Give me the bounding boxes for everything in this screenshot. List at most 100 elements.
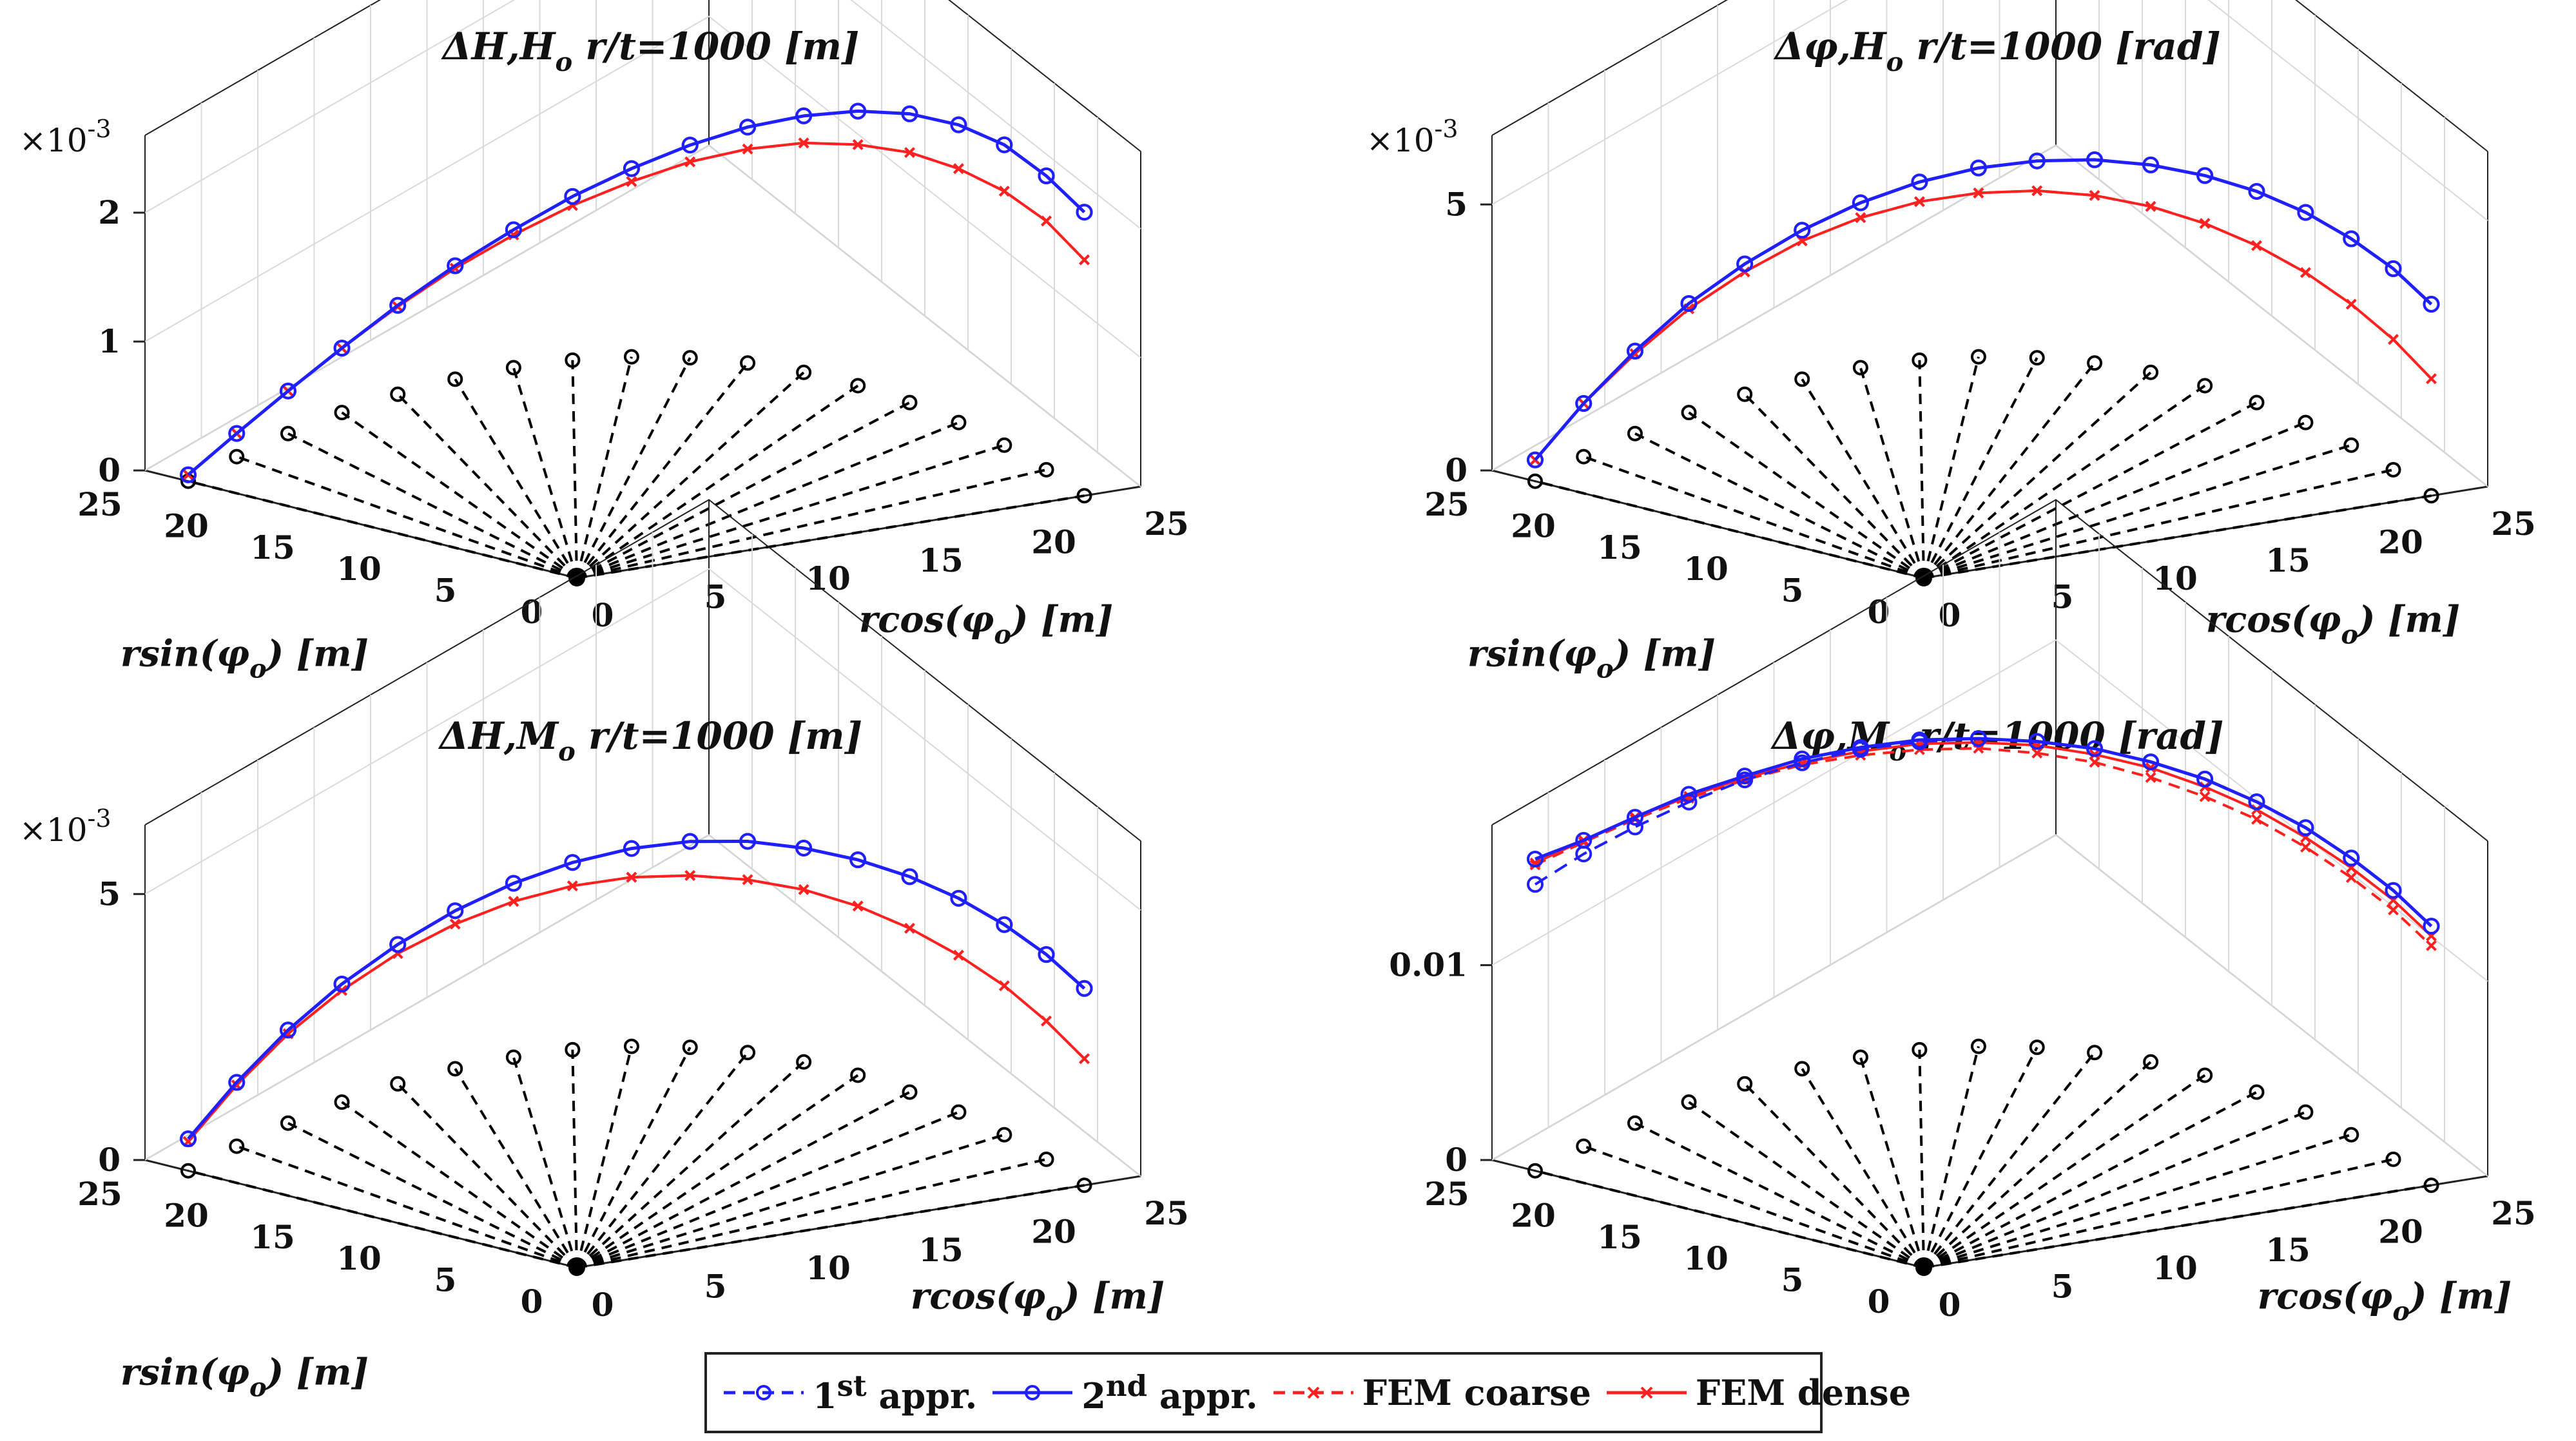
base-point [334,405,350,421]
data-point [228,1074,246,1091]
base-point [2423,488,2439,504]
series-fem-dense [182,137,1090,481]
data-point [950,116,967,133]
radial-line [454,1068,578,1269]
base-point [2197,1067,2213,1083]
data-point [389,936,407,953]
base-point [1912,1041,1928,1058]
y-tick-label: 10 [1683,550,1729,588]
wall-top-edges [144,0,1141,152]
data-point [2142,753,2160,771]
axes-box-2 [1480,0,2488,579]
x-tick-label: 15 [918,1231,964,1269]
legend-swatch-2nd-appr [993,1385,1073,1400]
x-tick-label: 0 [1939,1286,1961,1324]
data-point [1911,731,1928,749]
data-point [567,880,578,892]
data-point [1970,730,1987,747]
base-point [1576,1138,1592,1154]
radial-line [576,401,911,579]
x-tick-label: 0 [592,1286,614,1324]
x-tick-label: 10 [2153,1249,2198,1287]
data-point [904,922,915,934]
series-2nd-appr- [1527,730,2440,935]
data-point [2199,791,2211,802]
data-point [2426,373,2437,385]
x-tick-label: 10 [2153,559,2198,597]
x-axis-label: rcos(φo) [m] [911,1275,1165,1326]
x-tick-label: 10 [806,559,851,597]
y-tick-label: 20 [164,507,209,545]
data-point [2345,298,2357,310]
legend-swatch-1st-appr [724,1385,804,1400]
data-point [2086,740,2104,757]
radial-line [1634,432,1924,579]
data-point [1852,739,1869,756]
base-point [951,414,967,430]
data-point [2031,748,2043,759]
radial-line [236,1145,577,1269]
data-point [2196,167,2214,184]
wall-top-edges [1491,0,2488,152]
exponent-label: ×10-3 [1366,115,1458,159]
data-point [2086,151,2104,168]
base-point [2298,1104,2314,1120]
chart-title: ΔH,Ho r/t=1000 [m] [441,24,860,77]
base-point [1794,371,1810,387]
data-point [2388,334,2399,345]
base-point [1076,488,1092,504]
legend-item-2nd-appr: 2nd appr. [987,1369,1258,1417]
series-line [1535,737,2433,927]
data-point [2300,842,2311,853]
base-point [1852,1049,1868,1065]
x-tick-label: 25 [1144,505,1189,543]
radial-line [1535,479,1924,579]
base-point [1970,349,1986,365]
data-point [2248,793,2265,811]
data-point [333,975,351,992]
radial-line [1923,468,2394,579]
z-tick-label: 0 [98,451,121,489]
x-tick-label: 25 [2491,505,2536,543]
data-point [449,918,461,930]
base-point [2249,1084,2265,1100]
base-point [996,437,1012,453]
radial-line [576,468,1047,579]
legend-item-fem-coarse: FEM coarse [1268,1372,1591,1413]
data-point [389,296,407,314]
data-point [996,916,1013,933]
data-point [795,107,813,124]
data-point [681,137,699,154]
radial-line [576,1090,911,1269]
data-point [2385,882,2402,899]
x-tick-label: 20 [1031,1212,1076,1250]
wall-top-edges [1491,499,2488,842]
data-point [739,119,757,136]
data-point [1736,255,1754,273]
data-point [684,870,696,881]
grid-horizontal [1491,639,2488,982]
y-tick-label: 25 [1424,485,1469,523]
base-point [1576,449,1592,465]
z-tick-label: 0 [1445,451,1467,489]
series-fem-dense [182,870,1090,1147]
series-line [187,874,1085,1143]
series-line [187,874,1085,1143]
base-point [565,352,581,368]
data-point [996,136,1013,153]
data-point [1970,159,1987,177]
origin-point [1915,1259,1932,1276]
series-line [1535,747,2432,947]
radial-line [1583,1145,1924,1269]
base-point [951,1104,967,1120]
data-point [2251,240,2262,251]
series-2nd-appr- [180,833,1093,1148]
legend-label-2nd-appr: 2nd appr. [1081,1369,1258,1417]
data-point [739,833,757,850]
radial-line [341,411,578,579]
data-point [742,143,753,155]
data-point [901,868,918,885]
y-tick-label: 10 [336,1239,382,1277]
data-point [1575,395,1593,412]
base-point [447,1061,463,1077]
